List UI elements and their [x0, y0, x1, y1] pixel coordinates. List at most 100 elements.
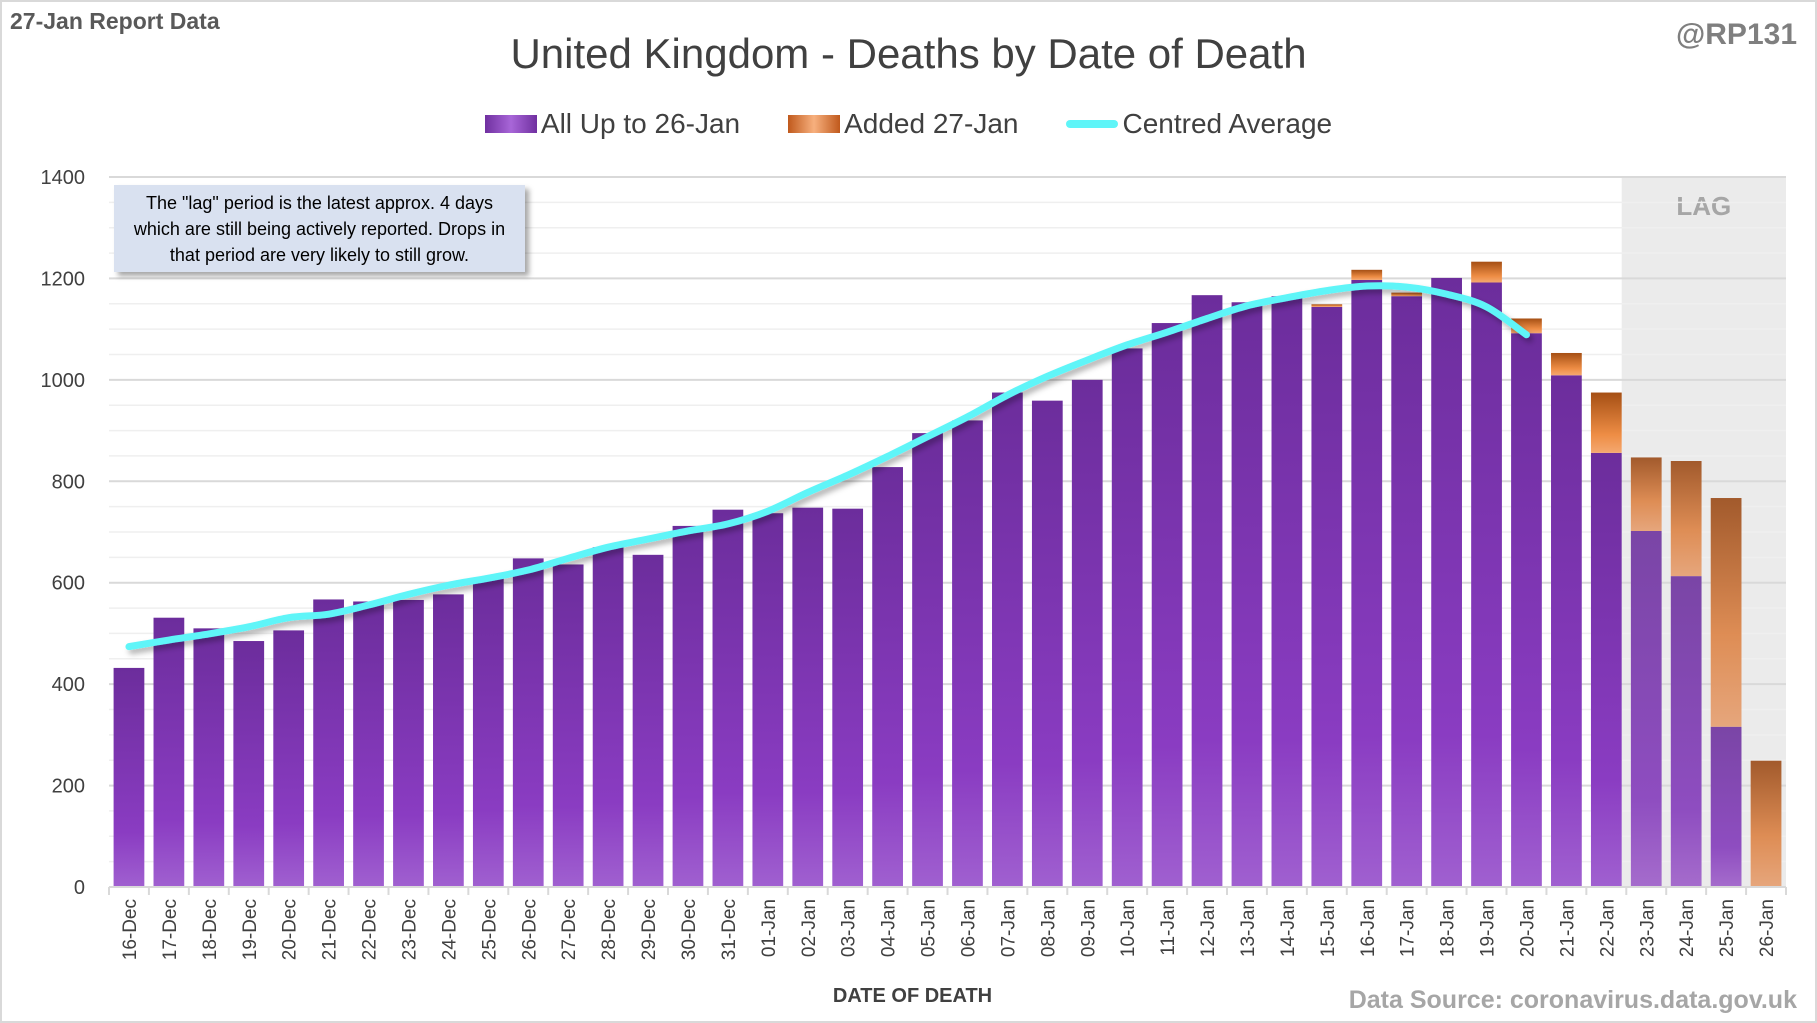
- bar-added-15-Jan: [1311, 304, 1343, 307]
- legend-item-average: Centred Average: [1066, 108, 1332, 140]
- x-tick-label: 26-Jan: [1757, 899, 1778, 957]
- bar-all-18-Jan: [1431, 277, 1462, 888]
- x-tick-label: 29-Dec: [639, 899, 660, 960]
- x-tick-label: 22-Dec: [360, 899, 381, 960]
- x-tick-label: 30-Dec: [679, 899, 700, 960]
- bar-all-09-Jan: [1071, 379, 1103, 887]
- bar-all-04-Jan: [872, 467, 903, 887]
- x-tick-label: 22-Jan: [1597, 899, 1618, 957]
- bar-added-21-Jan: [1551, 352, 1582, 376]
- data-source: Data Source: coronavirus.data.gov.uk: [1348, 986, 1797, 1014]
- x-tick-label: 19-Jan: [1478, 899, 1499, 957]
- x-tick-label: 24-Dec: [439, 899, 460, 960]
- x-tick-label: 18-Dec: [200, 899, 221, 960]
- bar-all-20-Jan: [1511, 333, 1542, 887]
- legend: All Up to 26-Jan Added 27-Jan Centred Av…: [0, 108, 1817, 140]
- x-tick-label: 28-Dec: [599, 899, 620, 960]
- bar-all-18-Dec: [193, 628, 225, 887]
- y-tick-label: 600: [52, 573, 85, 595]
- x-tick-label: 15-Jan: [1318, 899, 1339, 957]
- legend-label-all: All Up to 26-Jan: [540, 108, 741, 139]
- centred-average-line: [125, 282, 1530, 651]
- x-tick-label: 25-Dec: [479, 899, 500, 960]
- x-tick-label: 01-Jan: [759, 899, 780, 957]
- bar-added-24-Jan: [1670, 461, 1702, 577]
- bar-all-12-Jan: [1191, 295, 1223, 887]
- x-tick-label: 05-Jan: [919, 899, 940, 957]
- bar-all-30-Dec: [672, 525, 704, 887]
- bar-all-08-Jan: [1031, 400, 1063, 887]
- bar-all-16-Dec: [113, 667, 145, 887]
- bar-added-19-Jan: [1471, 261, 1502, 283]
- bar-all-23-Dec: [393, 599, 424, 887]
- bar-all-19-Dec: [233, 641, 265, 887]
- bar-all-29-Dec: [632, 554, 664, 887]
- bar-all-28-Dec: [592, 547, 624, 887]
- bar-all-26-Dec: [512, 558, 544, 887]
- bar-all-15-Jan: [1311, 306, 1343, 887]
- x-tick-label: 07-Jan: [998, 899, 1019, 957]
- y-tick-label: 800: [52, 471, 85, 493]
- bar-all-25-Dec: [472, 578, 504, 887]
- y-tick-label: 400: [52, 674, 85, 696]
- bar-added-26-Jan: [1750, 760, 1782, 887]
- bar-all-17-Dec: [153, 617, 185, 887]
- bar-all-02-Jan: [792, 507, 824, 887]
- legend-label-average: Centred Average: [1122, 108, 1333, 139]
- bar-all-13-Jan: [1231, 302, 1263, 887]
- bar-all-21-Dec: [313, 599, 344, 887]
- x-tick-label: 25-Jan: [1717, 899, 1738, 957]
- x-tick-label: 09-Jan: [1078, 899, 1099, 957]
- bar-all-24-Dec: [433, 594, 464, 887]
- x-tick-label: 17-Jan: [1398, 899, 1419, 957]
- x-tick-label: 16-Jan: [1358, 899, 1379, 957]
- x-tick-label: 11-Jan: [1158, 899, 1179, 956]
- bar-all-16-Jan: [1351, 279, 1383, 887]
- bar-all-19-Jan: [1471, 282, 1502, 887]
- legend-item-added: Added 27-Jan: [788, 108, 1018, 140]
- bar-all-06-Jan: [952, 420, 983, 887]
- x-tick-label: 18-Jan: [1438, 899, 1459, 957]
- bar-all-10-Jan: [1111, 348, 1143, 887]
- bar-all-31-Dec: [712, 509, 744, 887]
- legend-item-all: All Up to 26-Jan: [484, 108, 741, 140]
- x-tick-label: 23-Jan: [1637, 899, 1658, 957]
- bar-all-14-Jan: [1271, 296, 1303, 887]
- y-tick-label: 1200: [41, 268, 86, 290]
- bar-all-21-Jan: [1551, 375, 1582, 887]
- x-tick-label: 27-Dec: [559, 899, 580, 960]
- bar-added-22-Jan: [1590, 392, 1622, 453]
- x-tick-label: 26-Dec: [519, 899, 540, 960]
- bar-all-05-Jan: [912, 433, 943, 887]
- legend-swatch-all: [484, 115, 537, 133]
- x-tick-label: 21-Jan: [1557, 899, 1578, 957]
- bar-all-22-Jan: [1590, 452, 1622, 887]
- bar-all-25-Jan: [1710, 726, 1742, 887]
- y-tick-label: 200: [52, 776, 85, 798]
- legend-swatch-added: [788, 115, 841, 133]
- legend-label-added: Added 27-Jan: [844, 108, 1019, 139]
- bar-added-25-Jan: [1710, 498, 1742, 727]
- x-tick-label: 23-Dec: [399, 899, 420, 960]
- x-tick-label: 02-Jan: [799, 899, 820, 957]
- x-tick-label: 08-Jan: [1038, 899, 1059, 957]
- x-tick-label: 17-Dec: [160, 899, 181, 960]
- bar-added-23-Jan: [1630, 457, 1662, 531]
- bar-all-23-Jan: [1630, 530, 1662, 887]
- x-axis-title: DATE OF DEATH: [832, 985, 993, 1007]
- x-tick-label: 16-Dec: [120, 899, 141, 960]
- bar-all-11-Jan: [1151, 323, 1183, 887]
- report-label: 27-Jan Report Data: [10, 8, 220, 34]
- y-tick-label: 1000: [41, 370, 86, 392]
- bar-all-27-Dec: [552, 564, 584, 887]
- bar-added-17-Jan: [1391, 292, 1423, 297]
- x-tick-label: 21-Dec: [320, 899, 341, 960]
- x-tick-label: 04-Jan: [879, 899, 900, 957]
- legend-swatch-average: [1066, 120, 1119, 128]
- x-tick-label: 14-Jan: [1278, 899, 1299, 957]
- x-tick-label: 13-Jan: [1238, 899, 1259, 957]
- x-tick-label: 19-Dec: [240, 899, 261, 960]
- x-tick-label: 10-Jan: [1118, 899, 1139, 957]
- bar-all-03-Jan: [832, 508, 864, 887]
